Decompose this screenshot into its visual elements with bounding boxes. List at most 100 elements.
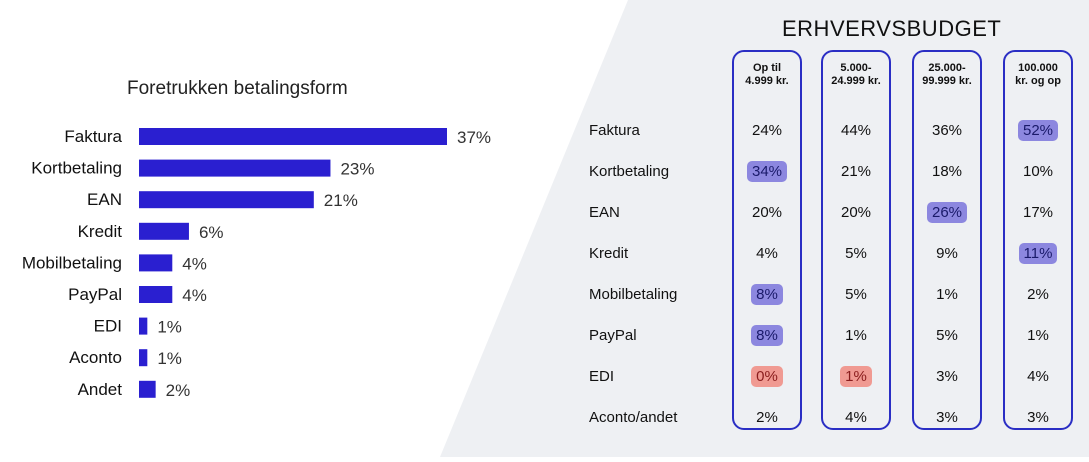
column-header-line: Op til	[752, 62, 782, 74]
table-cell: 17%	[1003, 202, 1073, 223]
column-header: Op til 4.999 kr.	[732, 62, 802, 88]
table-cell: 3%	[912, 366, 982, 387]
bar	[139, 286, 173, 303]
bar	[139, 191, 314, 209]
budget-table: ERHVERVSBUDGET Op til 4.999 kr. 5.000- 24.9…	[560, 0, 1089, 457]
value-label: 21%	[324, 191, 358, 210]
table-cell: 1%	[1003, 325, 1073, 346]
table-cell: 1%	[821, 366, 891, 387]
cell-value: 3%	[936, 409, 958, 426]
table-cell: 1%	[821, 325, 891, 346]
cell-value: 17%	[1022, 204, 1054, 221]
table-cell: 8%	[732, 325, 802, 346]
category-label: EDI	[94, 317, 122, 336]
column-header-line: 99.999 kr.	[922, 75, 972, 87]
cell-value: 1%	[840, 366, 872, 387]
cell-value: 1%	[936, 286, 958, 303]
cell-value: 3%	[936, 368, 958, 385]
right-panel-background	[440, 0, 1089, 457]
table-cell: 4%	[821, 407, 891, 428]
value-label: 37%	[457, 128, 491, 147]
table-cell: 44%	[821, 120, 891, 141]
column-header-line: 5.000-	[840, 62, 872, 74]
cell-value: 26%	[926, 202, 968, 223]
cell-value: 9%	[936, 245, 958, 262]
column-header-line: 4.999 kr.	[745, 75, 789, 87]
cell-value: 18%	[931, 163, 963, 180]
cell-value: 0%	[751, 366, 783, 387]
table-cell: 20%	[821, 202, 891, 223]
table-cell: 5%	[821, 243, 891, 264]
table-cell: 52%	[1003, 120, 1073, 141]
column-box	[821, 50, 891, 430]
table-cell: 5%	[912, 325, 982, 346]
table-cell: 5%	[821, 284, 891, 305]
table-cell: 3%	[1003, 407, 1073, 428]
cell-value: 2%	[756, 409, 778, 426]
column-header-line: 25.000-	[928, 62, 966, 74]
category-label: Mobilbetaling	[22, 253, 122, 272]
cell-value: 2%	[1027, 286, 1049, 303]
bar	[139, 317, 148, 335]
category-label: Andet	[78, 380, 123, 399]
table-cell: 11%	[1003, 243, 1073, 264]
column-header-line: 100.000	[1018, 62, 1058, 74]
table-cell: 9%	[912, 243, 982, 264]
category-label: Kredit	[78, 222, 123, 241]
cell-value: 3%	[1027, 409, 1049, 426]
table-cell: 8%	[732, 284, 802, 305]
table-cell: 2%	[732, 407, 802, 428]
cell-value: 4%	[1027, 368, 1049, 385]
cell-value: 20%	[840, 204, 872, 221]
value-label: 1%	[157, 318, 182, 337]
bar-chart: Foretrukken betalingsform Faktura 37% Kort…	[22, 78, 491, 400]
table-cell: 10%	[1003, 161, 1073, 182]
row-label: Kortbetaling	[589, 163, 670, 180]
cell-value: 4%	[756, 245, 778, 262]
table-title: ERHVERVSBUDGET	[782, 16, 1002, 41]
table-cell: 4%	[732, 243, 802, 264]
cell-value: 24%	[751, 122, 783, 139]
column-header: 25.000- 99.999 kr.	[912, 62, 982, 88]
bar-chart-svg: Faktura 37% Kortbetaling 23% EAN 21% Kredit 6% M…	[22, 127, 491, 400]
cell-value: 1%	[1027, 327, 1049, 344]
cell-value: 5%	[845, 286, 867, 303]
row-label: Aconto/andet	[589, 409, 678, 426]
category-label: PayPal	[68, 285, 122, 304]
column-box	[1003, 50, 1073, 430]
value-label: 4%	[182, 254, 207, 273]
bar	[139, 222, 189, 240]
row-label: Kredit	[589, 245, 629, 262]
column-header-line: 24.999 kr.	[831, 75, 881, 87]
column-header: 100.000 kr. og op	[1003, 62, 1073, 88]
column-box	[732, 50, 802, 430]
chart-title: Foretrukken betalingsform	[127, 78, 348, 99]
value-label: 1%	[157, 349, 182, 368]
bar	[139, 159, 331, 177]
table-cell: 26%	[912, 202, 982, 223]
table-cell: 21%	[821, 161, 891, 182]
cell-value: 8%	[751, 325, 783, 346]
cell-value: 21%	[840, 163, 872, 180]
table-cell: 36%	[912, 120, 982, 141]
bar	[139, 349, 148, 367]
cell-value: 8%	[751, 284, 783, 305]
column-header-line: kr. og op	[1015, 75, 1061, 87]
bar	[139, 128, 447, 145]
cell-value: 5%	[936, 327, 958, 344]
column-header: 5.000- 24.999 kr.	[821, 62, 891, 88]
table-cell: 2%	[1003, 284, 1073, 305]
column-box	[912, 50, 982, 430]
cell-value: 10%	[1022, 163, 1054, 180]
category-label: Aconto	[69, 348, 122, 367]
cell-value: 4%	[845, 409, 867, 426]
category-label: Kortbetaling	[31, 159, 122, 178]
table-cell: 18%	[912, 161, 982, 182]
table-cell: 34%	[732, 161, 802, 182]
table-cell: 3%	[912, 407, 982, 428]
category-label: Faktura	[64, 127, 122, 146]
row-label: EAN	[589, 204, 620, 221]
row-label: Mobilbetaling	[589, 286, 678, 303]
row-label: PayPal	[589, 327, 637, 344]
